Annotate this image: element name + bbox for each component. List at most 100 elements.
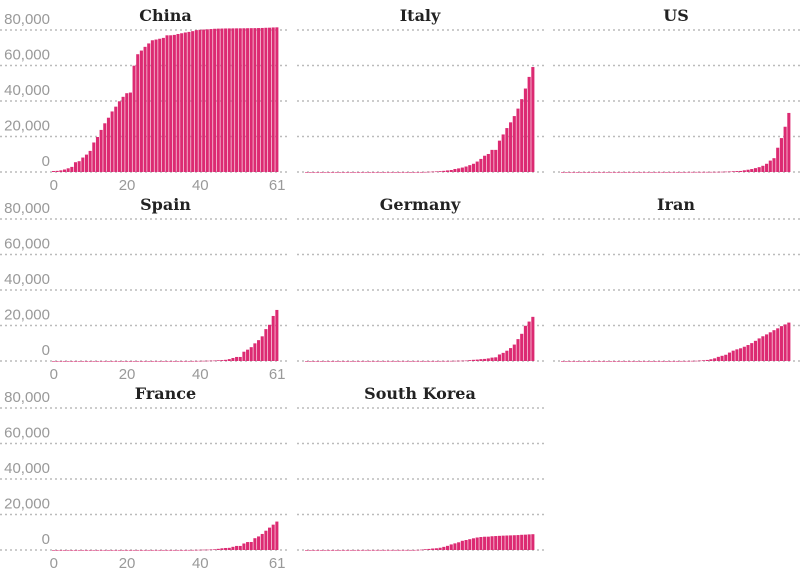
bar xyxy=(583,171,587,173)
bar xyxy=(84,154,89,172)
bar xyxy=(768,332,772,361)
x-tick-label: 61 xyxy=(269,366,286,383)
bar xyxy=(661,361,665,362)
bar xyxy=(612,171,617,173)
bar xyxy=(746,169,750,172)
bar xyxy=(627,171,631,173)
bar xyxy=(776,328,780,361)
bar xyxy=(338,172,342,173)
bar xyxy=(249,541,253,550)
bar xyxy=(205,29,209,172)
bar xyxy=(183,32,187,172)
bar xyxy=(457,360,461,362)
bar xyxy=(701,360,706,361)
bar xyxy=(564,171,568,173)
bar xyxy=(527,321,531,361)
bar xyxy=(475,161,479,172)
bar xyxy=(103,360,107,362)
bar xyxy=(169,549,173,551)
bar xyxy=(716,356,720,361)
bar xyxy=(750,343,754,361)
bar xyxy=(408,171,412,173)
bar xyxy=(705,171,709,173)
bar xyxy=(257,340,261,361)
bar xyxy=(445,545,450,550)
y-tick-label: 40,000 xyxy=(4,460,50,477)
bar xyxy=(271,524,275,550)
bar xyxy=(161,37,165,173)
bar xyxy=(242,543,246,550)
bar xyxy=(95,549,99,551)
bar xyxy=(494,149,498,172)
bar xyxy=(394,360,398,362)
bar xyxy=(624,171,628,173)
bar xyxy=(338,360,342,362)
bar xyxy=(305,550,309,551)
bar xyxy=(783,324,787,361)
bar xyxy=(191,360,195,362)
bar xyxy=(125,360,129,362)
bar xyxy=(572,171,576,173)
bar xyxy=(572,361,576,362)
bar xyxy=(238,28,242,172)
bar xyxy=(379,171,383,173)
bar xyxy=(787,322,791,361)
bar xyxy=(475,537,479,550)
bar xyxy=(305,172,309,173)
bar xyxy=(490,536,494,550)
bar xyxy=(761,165,765,172)
bar xyxy=(420,171,424,173)
bar xyxy=(360,360,364,362)
bar xyxy=(434,548,438,550)
bar xyxy=(334,360,338,362)
bar xyxy=(268,527,272,550)
bar xyxy=(349,360,353,362)
bar xyxy=(509,122,513,172)
bar xyxy=(442,546,446,550)
bar xyxy=(390,171,394,173)
bar xyxy=(356,360,361,362)
bar xyxy=(394,549,398,551)
bar xyxy=(202,549,206,551)
bar xyxy=(260,533,264,550)
bar xyxy=(353,171,357,173)
bar xyxy=(382,360,387,362)
bar xyxy=(497,354,502,361)
bar xyxy=(483,358,487,361)
bar xyxy=(323,549,327,551)
bar xyxy=(59,550,63,551)
x-tick-label: 40 xyxy=(192,555,209,572)
bar xyxy=(687,360,691,362)
y-tick-label: 80,000 xyxy=(4,200,50,217)
bar xyxy=(227,359,231,361)
bar xyxy=(490,357,494,361)
bar xyxy=(202,29,206,172)
bar xyxy=(523,534,527,550)
bar xyxy=(505,350,509,361)
bar xyxy=(191,549,195,551)
bar xyxy=(95,360,99,362)
bar xyxy=(264,27,268,172)
bar xyxy=(397,549,401,551)
bar xyxy=(305,361,309,362)
bar xyxy=(609,171,613,173)
x-tick-label: 20 xyxy=(119,177,136,194)
bar xyxy=(386,360,390,362)
bar xyxy=(103,549,107,551)
bar xyxy=(235,356,239,361)
bar xyxy=(635,171,639,173)
bar xyxy=(390,549,394,551)
bar xyxy=(416,360,420,362)
bar xyxy=(368,360,372,362)
y-tick-label: 80,000 xyxy=(4,11,50,28)
bar xyxy=(264,530,268,550)
bar xyxy=(620,171,624,173)
bar xyxy=(624,361,628,362)
bar xyxy=(139,50,143,172)
bar xyxy=(312,172,316,173)
bar xyxy=(620,361,624,362)
bar xyxy=(62,361,67,362)
bar xyxy=(787,112,791,172)
bar xyxy=(690,171,694,173)
bar xyxy=(753,340,758,361)
